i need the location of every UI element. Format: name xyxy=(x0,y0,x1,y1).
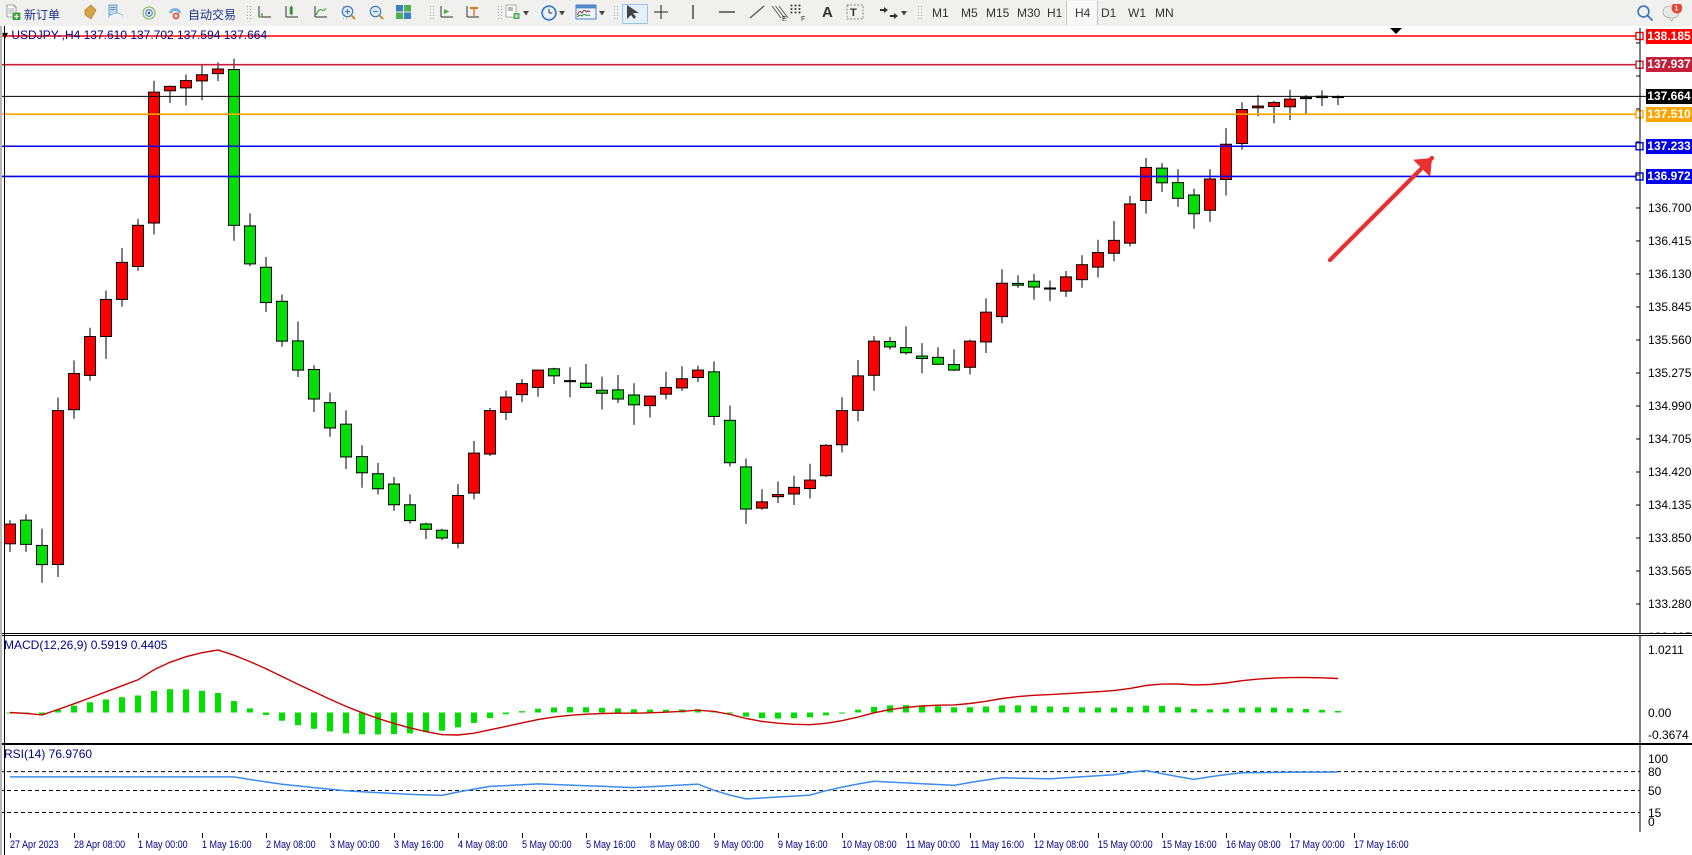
svg-text:E: E xyxy=(782,16,787,22)
svg-text:1: 1 xyxy=(1674,4,1678,13)
svg-text:A: A xyxy=(822,4,833,20)
svg-text:T: T xyxy=(850,7,857,19)
svg-text:F: F xyxy=(801,16,805,22)
